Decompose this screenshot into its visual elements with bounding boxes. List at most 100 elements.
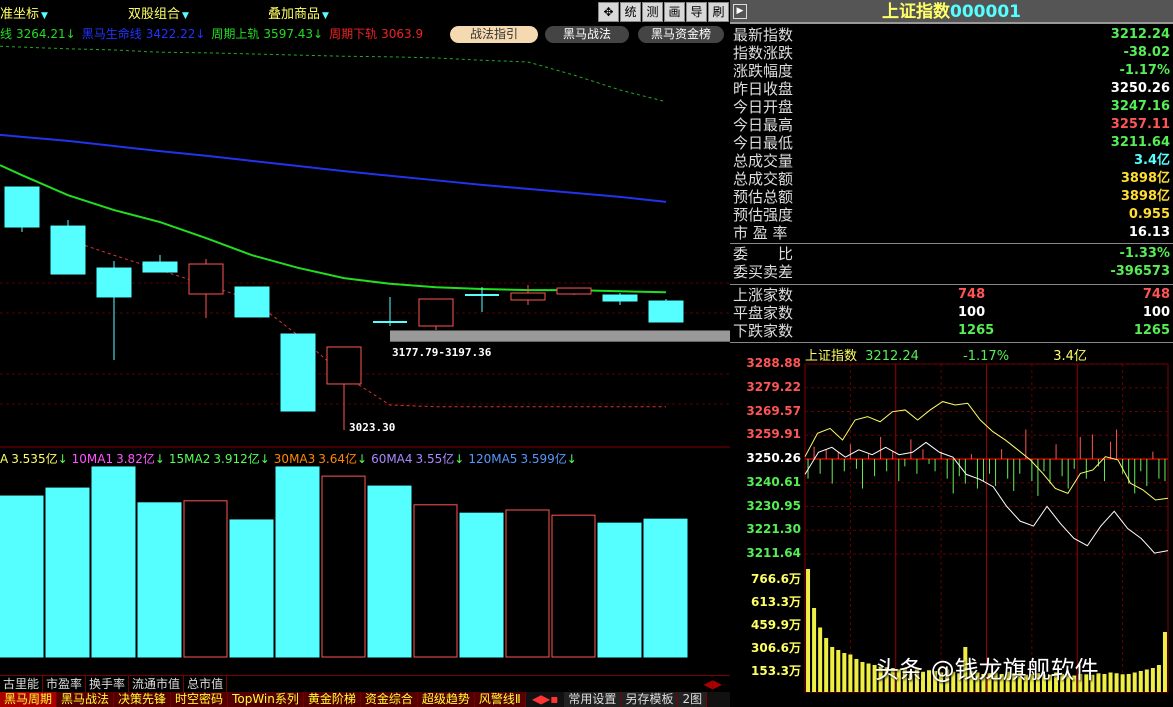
template-tab[interactable]: 黄金阶梯 xyxy=(303,692,361,707)
quote-value: -1.17% xyxy=(1119,63,1171,78)
expand-icon[interactable]: ▶ xyxy=(733,4,747,19)
price-zone xyxy=(390,330,730,342)
candle xyxy=(188,263,224,295)
quote-label: 上涨家数 xyxy=(733,286,794,304)
candle xyxy=(280,333,316,412)
ma-value: 3.82亿 xyxy=(116,452,155,466)
volume-bar xyxy=(818,627,823,692)
template-tab[interactable]: 黑马周期 xyxy=(0,692,58,707)
volume-bar xyxy=(229,519,274,658)
legend-value: 3264.21 xyxy=(16,27,66,41)
intraday-header: 上证指数 3212.24 -1.17% 3.4亿 xyxy=(805,345,1087,364)
template-tab[interactable]: 资金综合 xyxy=(360,692,418,707)
heima-strategy-button[interactable]: 黑马战法 xyxy=(545,26,629,43)
volume-legend: A 3.535亿↓ 10MA1 3.82亿↓ 15MA2 3.912亿↓ 30MA3 3.64… xyxy=(0,450,581,467)
scroll-arrows-icon[interactable]: ◀▶ xyxy=(703,677,722,691)
tab-nav-icon[interactable]: ◀▶▪ xyxy=(531,692,559,706)
volume-bar xyxy=(860,661,865,692)
template-tab[interactable]: 超级趋势 xyxy=(417,692,475,707)
quote-row: 总成交量 3.4亿 xyxy=(733,152,1170,170)
template-action[interactable]: 常用设置 xyxy=(564,692,622,707)
tab-1[interactable]: 市盈率 xyxy=(43,676,87,692)
volume-bar xyxy=(1162,631,1167,692)
ma-label: 60MA4 xyxy=(371,452,413,466)
arrow-down-icon: ↓ xyxy=(566,452,577,466)
quote-value: 3247.16 xyxy=(1110,99,1170,114)
dropdown-icon: ▼ xyxy=(41,11,48,21)
quote-value: 3212.24 xyxy=(1110,27,1170,42)
y-tick-label: 3259.91 xyxy=(746,427,801,442)
template-tabs: 黑马周期 黑马战法 决策先锋 时空密码 TopWin系列 黄金阶梯 资金综合 超级趋势 风警线Ⅱ… xyxy=(0,692,730,707)
quote-label: 委 比 xyxy=(733,245,794,263)
template-action[interactable]: 2图 xyxy=(678,692,708,707)
menu-coordinate[interactable]: 准坐标 ▼ xyxy=(0,3,48,22)
arrow-down-icon: ↓ xyxy=(154,452,165,466)
volume-bar xyxy=(1060,673,1065,692)
volume-bar xyxy=(1078,673,1083,692)
stats-button[interactable]: 统 xyxy=(620,2,641,22)
quote-row: 指数涨跌 -38.02 xyxy=(733,44,1170,62)
template-tab[interactable]: 时空密码 xyxy=(171,692,229,707)
tab-2[interactable]: 换手率 xyxy=(86,676,130,692)
measure-button[interactable]: 测 xyxy=(642,2,663,22)
volume-bar xyxy=(0,495,44,658)
volume-bar xyxy=(137,502,182,658)
export-button[interactable]: 导 xyxy=(686,2,707,22)
volume-bar xyxy=(45,487,90,658)
quote-label: 平盘家数 xyxy=(733,304,794,322)
legend-label: 黑马生命线 xyxy=(81,27,142,41)
tab-4[interactable]: 总市值 xyxy=(184,676,228,692)
volume-bar xyxy=(939,672,944,692)
template-action[interactable]: 另存模板 xyxy=(621,692,679,707)
volume-bar xyxy=(854,658,859,692)
template-tab[interactable]: 黑马战法 xyxy=(57,692,115,707)
heima-fund-button[interactable]: 黑马资金榜 xyxy=(638,26,724,43)
divider xyxy=(730,243,1173,244)
volume-bar xyxy=(1138,670,1143,692)
lower-band-line xyxy=(67,239,667,408)
arrow-down-icon: ↓ xyxy=(65,27,76,41)
volume-bar xyxy=(963,646,968,692)
intraday-title: 上证指数 xyxy=(805,349,858,364)
volume-bar xyxy=(1072,675,1077,692)
volume-bar xyxy=(987,673,992,692)
quote-label: 今日开盘 xyxy=(733,98,794,116)
template-tab[interactable]: 风警线Ⅱ xyxy=(474,692,526,707)
zone-label: 3177.79-3197.36 xyxy=(392,346,492,359)
intraday-price: 3212.24 xyxy=(865,349,919,364)
menu-overlay[interactable]: 叠加商品 ▼ xyxy=(268,3,329,22)
volume-bar xyxy=(1090,674,1095,692)
legend-value: 3422.22 xyxy=(145,27,196,41)
strategy-guide-button[interactable]: 战法指引 xyxy=(450,26,538,43)
volume-bar xyxy=(1023,674,1028,692)
tab-0[interactable]: 古里能 xyxy=(0,676,44,692)
intraday-chart[interactable] xyxy=(730,340,1173,707)
volume-bar xyxy=(1114,673,1119,692)
volume-bar xyxy=(957,673,962,692)
quote-value: 3898亿 xyxy=(1120,171,1170,186)
volume-bar xyxy=(1029,673,1034,692)
tab-3[interactable]: 流通市值 xyxy=(129,676,185,692)
menu-label: 准坐标 xyxy=(0,7,40,22)
candle xyxy=(418,298,454,327)
template-tab[interactable]: TopWin系列 xyxy=(228,692,304,707)
quote-value: 3250.26 xyxy=(1110,81,1170,96)
quote-label: 下跌家数 xyxy=(733,322,794,340)
candle xyxy=(50,225,86,275)
volume-bar xyxy=(91,466,136,658)
candle xyxy=(142,261,178,273)
volume-bar xyxy=(908,670,913,692)
kline-chart[interactable]: 3177.79-3197.36 3023.30 xyxy=(0,44,730,675)
watermark: 头条 @钱龙旗舰软件 xyxy=(875,656,1099,684)
volume-bar xyxy=(1054,672,1059,692)
arrow-down-icon: ↓ xyxy=(357,452,368,466)
volume-tick-label: 766.6万 xyxy=(751,572,801,586)
refresh-button[interactable]: 刷 xyxy=(708,2,729,22)
draw-button[interactable]: 画 xyxy=(664,2,685,22)
volume-bar xyxy=(866,663,871,692)
volume-bar xyxy=(505,509,550,658)
move-cross-icon[interactable]: ✥ xyxy=(598,2,619,22)
menu-dual-stock[interactable]: 双股组合 ▼ xyxy=(128,3,189,22)
quote-row: 预估强度 0.955 xyxy=(733,206,1170,224)
template-tab[interactable]: 决策先锋 xyxy=(114,692,172,707)
